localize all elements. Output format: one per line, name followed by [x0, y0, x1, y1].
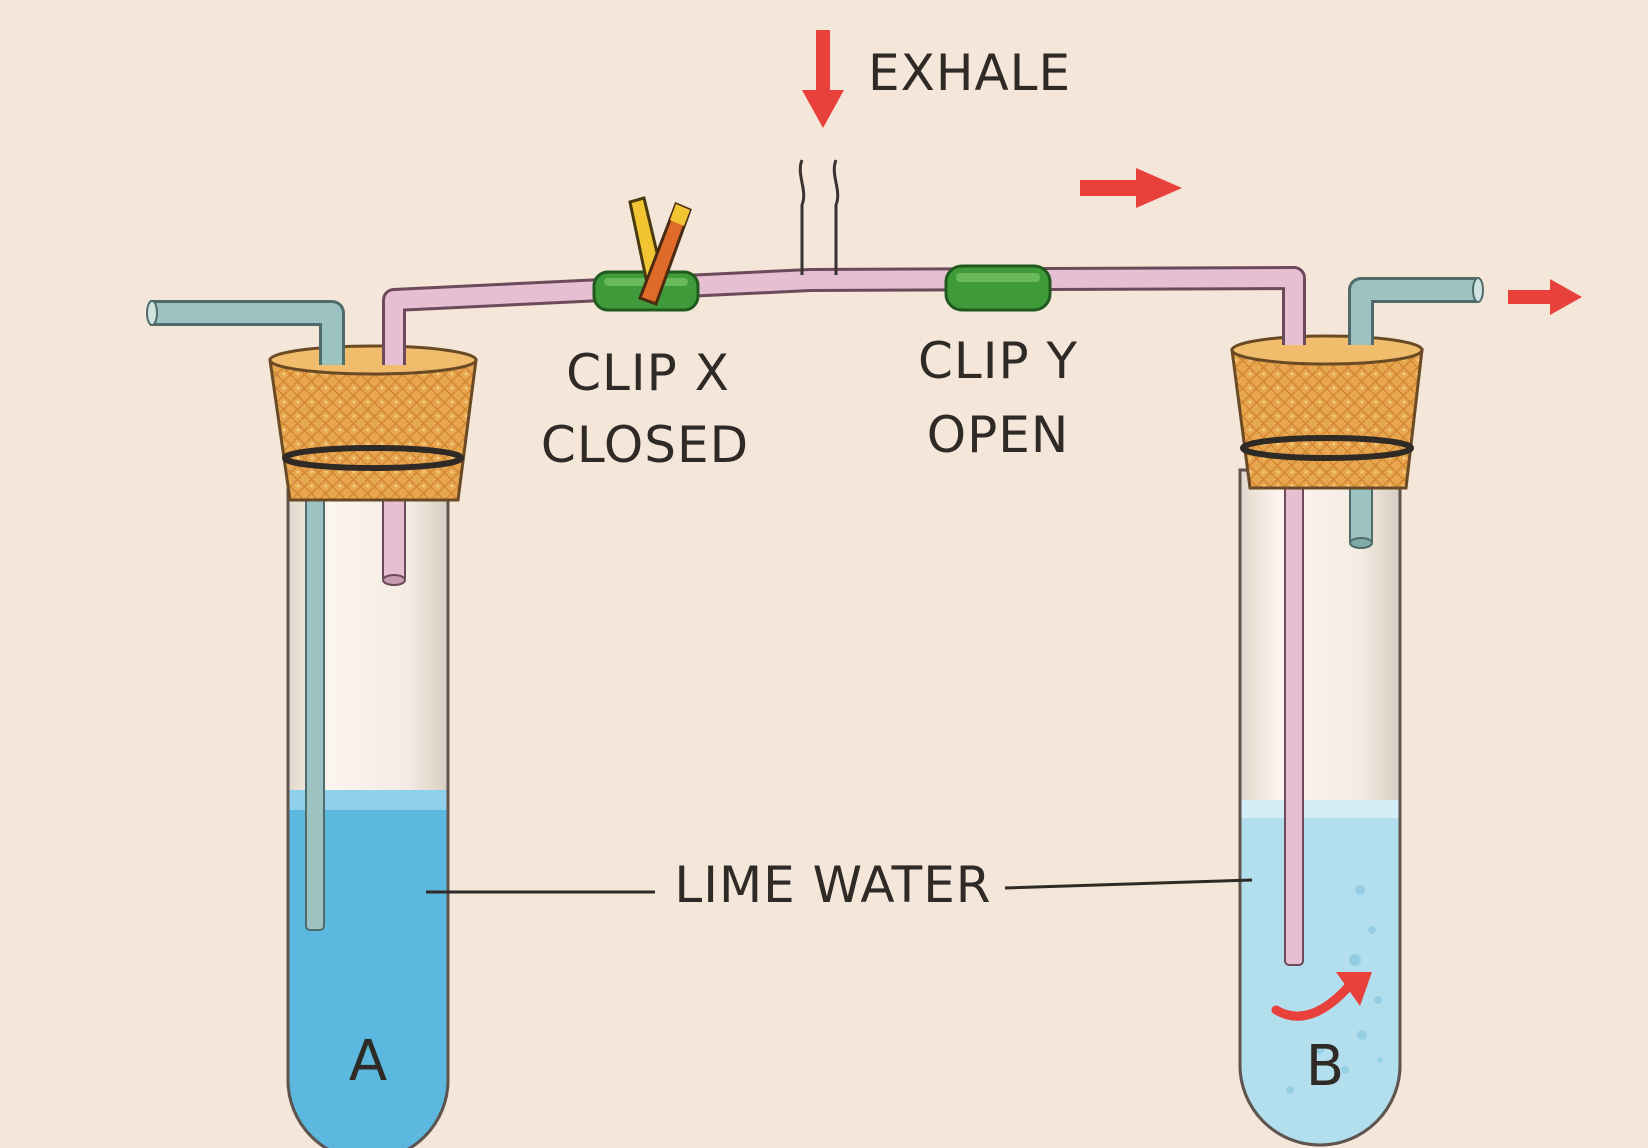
- exhale-label: EXHALE: [868, 44, 1071, 102]
- cork-stopper-a: [268, 358, 478, 502]
- clip-x[interactable]: [592, 196, 700, 312]
- lime-water-leader-right: [1004, 878, 1253, 890]
- clip-y[interactable]: [944, 264, 1052, 312]
- exhale-arrow: [802, 30, 844, 128]
- flow-arrow-outlet: [1508, 279, 1582, 315]
- clip-x-label-line1: CLIP X: [566, 344, 730, 402]
- tube-b-label: B: [1306, 1034, 1344, 1099]
- pink-connecting-tube: [385, 269, 1303, 365]
- rubber-band-b: [1240, 435, 1414, 461]
- clip-x-label-line2: CLOSED: [541, 416, 749, 474]
- bubble-flow-arrow: [1271, 980, 1355, 1021]
- cork-stopper-b: [1230, 348, 1424, 490]
- lime-water-label: LIME WATER: [674, 856, 991, 914]
- flow-arrow-top: [1080, 168, 1182, 208]
- rubber-band-a: [282, 445, 464, 471]
- mouthpiece-left-wall: [798, 159, 806, 275]
- test-tube-a: A: [268, 344, 478, 1148]
- mouthpiece-right-wall: [832, 159, 840, 275]
- lime-water-b: [1240, 800, 1400, 1145]
- teal-outlet-tube-b: [1351, 280, 1478, 345]
- tube-a-label: A: [349, 1029, 387, 1094]
- teal-inlet-tube-a: [150, 303, 342, 365]
- clip-y-label-line2: OPEN: [927, 406, 1070, 464]
- test-tube-b: B: [1230, 334, 1424, 1147]
- tubing: [146, 159, 1484, 365]
- clip-y-label-line1: CLIP Y: [918, 332, 1078, 390]
